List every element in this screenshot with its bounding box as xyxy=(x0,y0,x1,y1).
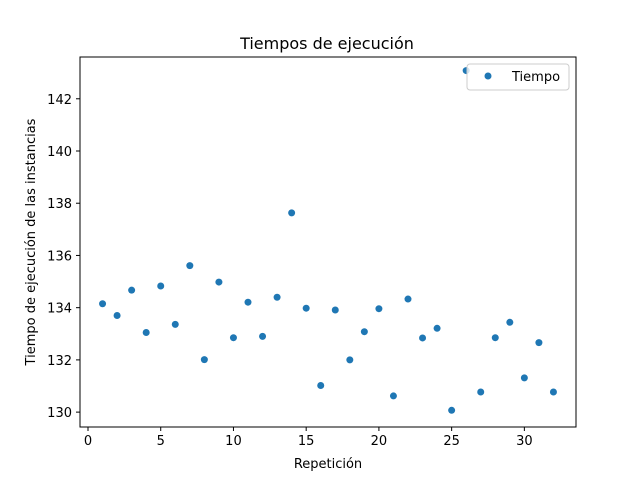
data-point xyxy=(419,334,427,342)
y-axis-label: Tiempo de ejecución de las instancias xyxy=(24,118,39,366)
legend-marker xyxy=(484,72,492,80)
x-tick-label: 25 xyxy=(443,434,460,449)
data-point xyxy=(331,306,339,314)
chart-title: Tiempos de ejecución xyxy=(239,34,414,53)
data-point xyxy=(171,320,179,328)
x-tick-label: 5 xyxy=(157,434,165,449)
data-point xyxy=(346,356,354,364)
data-point xyxy=(491,334,499,342)
data-point xyxy=(128,286,136,294)
x-axis-ticks: 0 5 10 15 20 25 30 xyxy=(84,427,533,449)
data-point xyxy=(535,339,543,347)
data-point xyxy=(259,332,267,340)
y-tick-label: 130 xyxy=(47,406,72,421)
data-point xyxy=(157,282,165,290)
data-point xyxy=(520,374,528,382)
data-point xyxy=(506,318,514,326)
data-point xyxy=(186,262,194,270)
data-point xyxy=(448,406,456,414)
data-points xyxy=(99,67,557,414)
data-point xyxy=(273,293,281,301)
data-point xyxy=(302,304,310,312)
y-tick-label: 132 xyxy=(47,354,72,369)
data-point xyxy=(288,209,296,217)
data-point xyxy=(375,305,383,313)
data-point xyxy=(142,328,150,336)
plot-frame xyxy=(79,56,577,428)
data-point xyxy=(317,381,325,389)
data-point xyxy=(99,300,107,308)
data-point xyxy=(433,324,441,332)
data-point xyxy=(229,334,237,342)
data-point xyxy=(360,328,368,336)
legend: Tiempo xyxy=(466,63,570,91)
y-tick-label: 134 xyxy=(47,302,72,317)
data-point xyxy=(477,388,485,396)
x-tick-label: 15 xyxy=(298,434,315,449)
data-point xyxy=(389,392,397,400)
x-tick-label: 10 xyxy=(225,434,242,449)
data-point xyxy=(200,356,208,364)
data-point xyxy=(404,295,412,303)
y-tick-label: 136 xyxy=(47,249,72,264)
data-point xyxy=(244,298,252,306)
y-tick-label: 138 xyxy=(47,197,72,212)
x-tick-label: 0 xyxy=(84,434,92,449)
data-point xyxy=(549,388,557,396)
legend-box xyxy=(466,63,570,91)
legend-label: Tiempo xyxy=(511,70,560,85)
y-axis-ticks: 130 132 134 136 138 140 142 xyxy=(47,93,80,421)
y-tick-label: 142 xyxy=(47,93,72,108)
data-point xyxy=(113,312,121,319)
y-tick-label: 140 xyxy=(47,145,72,160)
x-axis-label: Repetición xyxy=(294,457,362,472)
data-point xyxy=(215,278,223,286)
x-tick-label: 30 xyxy=(516,434,533,449)
x-tick-label: 20 xyxy=(371,434,388,449)
